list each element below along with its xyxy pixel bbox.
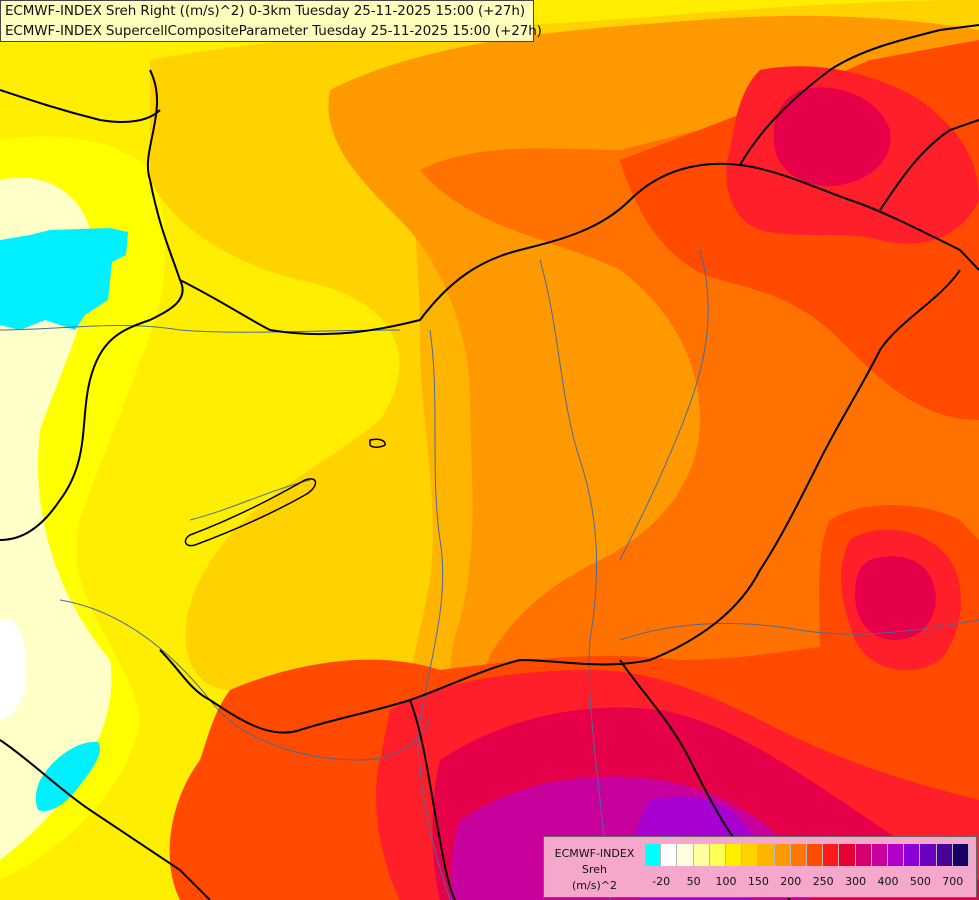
legend-swatch (645, 844, 662, 866)
country-border (739, 24, 979, 166)
country-border (0, 89, 161, 123)
legend-model-name: ECMWF-INDEX (554, 847, 635, 860)
legend-color-scale (645, 844, 970, 866)
white-patch-west (0, 618, 27, 720)
country-border (179, 162, 979, 336)
color-legend: ECMWF-INDEX Sreh (m/s)^2 -20 50 100 150 200 2… (543, 836, 977, 898)
legend-swatch (709, 844, 727, 866)
legend-swatch (758, 844, 775, 866)
legend-swatch (904, 844, 921, 866)
lake-balaton-outline (184, 478, 317, 547)
legend-tick: -20 (652, 875, 671, 888)
legend-swatch (742, 844, 759, 866)
river-line (539, 259, 611, 900)
legend-swatch (661, 844, 678, 866)
legend-swatch (920, 844, 937, 866)
legend-swatch (823, 844, 840, 866)
map-title-scp: ECMWF-INDEX SupercellCompositeParameter … (5, 23, 542, 39)
country-border (0, 739, 211, 900)
legend-tick: 50 (686, 875, 701, 888)
crimson-core-northeast (773, 87, 891, 186)
legend-tick: 700 (942, 875, 964, 888)
legend-swatch (871, 844, 889, 866)
legend-swatch (807, 844, 824, 866)
legend-swatch (726, 844, 743, 866)
river-line (0, 325, 401, 333)
river-line (619, 619, 979, 641)
crimson-core-east (855, 556, 936, 640)
legend-swatch (936, 844, 953, 866)
legend-tick: 400 (877, 875, 899, 888)
legend-parameter-name: Sreh (581, 863, 607, 876)
legend-swatch (677, 844, 694, 866)
country-border (409, 269, 961, 701)
legend-tick: 150 (747, 875, 769, 888)
map-title-box: ECMWF-INDEX Sreh Right ((m/s)^2) 0-3km T… (0, 0, 542, 42)
legend-swatch (952, 844, 970, 866)
legend-tick: 100 (715, 875, 737, 888)
river-line (418, 329, 451, 900)
legend-swatch (693, 844, 710, 866)
river-line (59, 599, 431, 761)
legend-swatch (790, 844, 808, 866)
legend-tick: 250 (812, 875, 834, 888)
lake-outline (369, 438, 386, 448)
country-border (159, 649, 411, 734)
cyan-patch-northwest (0, 228, 128, 330)
legend-swatch (888, 844, 905, 866)
country-border (409, 699, 456, 900)
river-line (189, 479, 311, 521)
pale-region-west (0, 177, 112, 860)
legend-swatch (855, 844, 872, 866)
legend-unit: (m/s)^2 (572, 879, 617, 892)
legend-tick: 500 (909, 875, 931, 888)
legend-tick: 200 (780, 875, 802, 888)
country-border (0, 69, 184, 541)
country-border (879, 119, 979, 211)
legend-tick: 300 (845, 875, 867, 888)
river-line (619, 249, 709, 561)
map-title-sreh: ECMWF-INDEX Sreh Right ((m/s)^2) 0-3km T… (5, 3, 525, 19)
cyan-patch-southwest (35, 741, 100, 811)
legend-swatch (839, 844, 856, 866)
legend-swatch (774, 844, 791, 866)
